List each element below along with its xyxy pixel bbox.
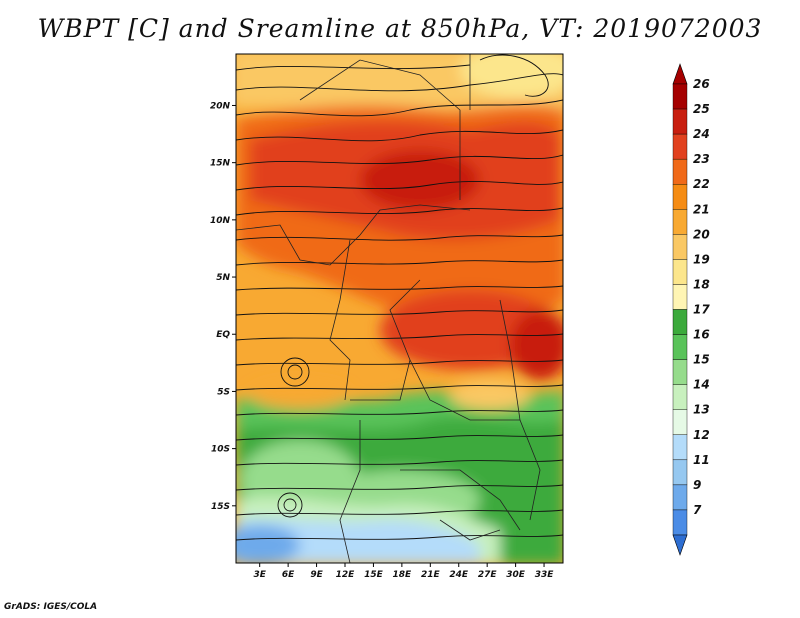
colorbar-swatch [672,484,688,511]
lon-tick-label: 9E [310,570,323,580]
map-title: WBPT [C] and Sreamline at 850hPa, VT: 20… [37,14,763,43]
lat-tick-label: 10N [210,216,231,226]
colorbar-swatch [672,359,688,385]
lon-tick-label: 15E [364,570,384,580]
map-panel: 20N 15N 10N 5N EQ 5S 10S 15S 3E 6E 9E 12E 15E 18E 21E… [210,53,564,580]
colorbar-label: 22 [693,177,710,191]
colorbar-swatch [672,509,688,536]
colorbar: 26 25 24 23 22 21 20 19 18 17 16 15 14 13 12 11 9 7 [672,63,710,556]
colorbar-swatch [672,158,688,185]
streamlines [236,54,563,541]
colorbar-swatch [672,83,688,110]
lat-tick-label: 5N [216,273,230,283]
colorbar-label: 9 [693,478,701,492]
colorbar-swatch [672,459,688,486]
lon-tick-label: 6E [282,570,295,580]
colorbar-swatch [672,184,688,210]
colorbar-label: 26 [693,77,710,91]
lat-tick-label: 15N [210,159,231,169]
lon-tick-label: 21E [421,570,441,580]
colorbar-label: 14 [693,378,710,392]
colorbar-bottom-arrow [672,534,688,556]
lon-tick-label: 24E [449,570,469,580]
colorbar-label: 20 [693,227,710,241]
lon-tick-label: 27E [478,570,498,580]
lat-tick-label: 10S [211,445,230,455]
lon-tick-label: 12E [336,570,356,580]
lat-tick-label: EQ [216,330,230,340]
colorbar-swatch [672,409,688,435]
colorbar-label: 19 [693,252,710,266]
lon-tick-label: 33E [535,570,555,580]
colorbar-swatch [672,384,688,410]
colorbar-swatch [672,133,688,160]
country-borders [236,54,541,563]
colorbar-label: 23 [693,152,710,166]
colorbar-label: 21 [693,202,710,216]
credit-label: GrADS: IGES/COLA [4,602,98,612]
colorbar-label: 24 [693,127,710,141]
colorbar-swatch [672,108,688,135]
colorbar-label: 17 [693,303,710,317]
lon-tick-label: 3E [253,570,266,580]
longitude-axis: 3E 6E 9E 12E 15E 18E 21E 24E 27E 30E 33E [253,563,554,580]
colorbar-label: 18 [693,277,710,291]
colorbar-swatch [672,259,688,285]
colorbar-swatch [672,434,688,461]
colorbar-label: 13 [693,403,710,417]
colorbar-swatch [672,309,688,335]
colorbar-swatch [672,284,688,310]
lon-tick-label: 30E [506,570,526,580]
latitude-axis: 20N 15N 10N 5N EQ 5S 10S 15S [210,101,236,512]
colorbar-label: 12 [693,428,710,442]
colorbar-top-arrow [672,63,688,85]
map-frame [235,53,564,564]
lat-tick-label: 15S [211,502,230,512]
colorbar-label: 16 [693,328,710,342]
lat-tick-label: 5S [217,387,230,397]
colorbar-label: 15 [693,353,710,367]
colorbar-label: 25 [693,102,710,116]
colorbar-label: 11 [693,453,710,467]
temperature-field [236,54,563,563]
colorbar-swatch [672,209,688,235]
colorbar-label: 7 [693,503,702,517]
colorbar-swatch [672,334,688,360]
lon-tick-label: 18E [393,570,413,580]
lat-tick-label: 20N [210,101,231,111]
colorbar-swatch [672,234,688,260]
